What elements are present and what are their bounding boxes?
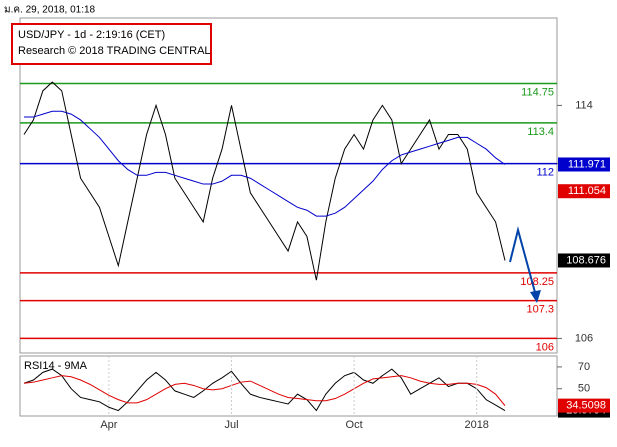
level-label: 106	[536, 341, 554, 353]
y-tick-label: 106	[575, 332, 593, 344]
value-box	[558, 253, 610, 268]
x-tick-label: Jul	[224, 419, 238, 431]
value-box-label: 34.5098	[566, 400, 606, 412]
level-label: 107.3	[526, 303, 554, 315]
level-label: 112	[536, 167, 554, 179]
y-tick-label: 50	[578, 383, 590, 395]
timestamp: ม.ค. 29, 2018, 01:18	[4, 5, 96, 16]
x-tick-label: 2018	[464, 419, 488, 431]
level-label: 113.4	[527, 126, 554, 138]
rsi-panel	[19, 355, 558, 417]
value-box	[558, 184, 610, 199]
series-line	[24, 110, 506, 217]
value-box	[558, 398, 610, 413]
y-tick-label: 70	[578, 361, 590, 373]
value-box-label: 111.054	[568, 185, 606, 197]
forecast-arrowhead	[530, 290, 541, 303]
series-line	[23, 368, 506, 412]
chart-title: USD/JPY - 1d - 2:19:16 (CET)	[18, 29, 165, 41]
chart-subtitle: Research © 2018 TRADING CENTRAL	[18, 45, 211, 57]
title-box	[11, 23, 212, 65]
level-label: 114.75	[521, 86, 554, 98]
series-line	[23, 81, 506, 281]
level-label: 108.25	[520, 276, 554, 288]
value-box	[558, 157, 610, 172]
price-panel	[19, 17, 558, 354]
value-box-label: 108.676	[566, 254, 606, 266]
x-tick-label: Oct	[346, 419, 363, 431]
y-tick-label: 114	[575, 99, 593, 111]
x-tick-label: Apr	[100, 419, 117, 431]
forecast-arrow	[509, 226, 537, 297]
series-line	[23, 375, 506, 406]
rsi-title: RSI14 - 9MA	[24, 360, 88, 372]
value-box-label: 111.971	[568, 158, 606, 170]
